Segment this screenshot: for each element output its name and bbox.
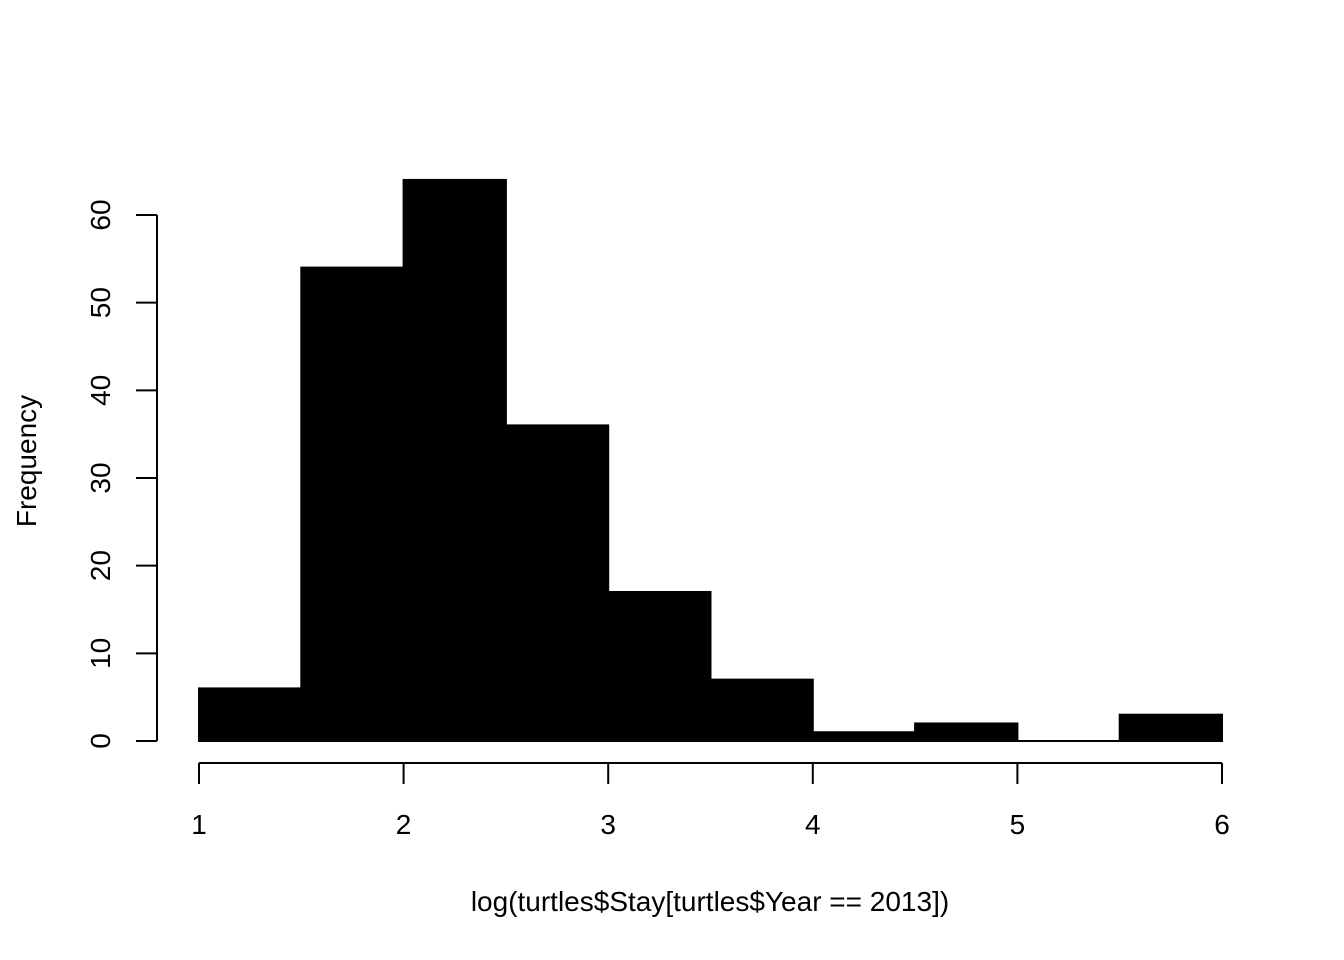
x-tick-label: 1 — [191, 809, 207, 840]
histogram-bar-1 — [300, 266, 405, 742]
histogram-bar-0 — [198, 687, 303, 742]
y-tick-label: 0 — [85, 733, 116, 749]
y-tick-label: 60 — [85, 199, 116, 230]
histogram-bars — [198, 178, 1223, 743]
x-tick-label: 4 — [805, 809, 821, 840]
histogram-bar-5 — [709, 678, 814, 743]
x-axis-label: log(turtles$Stay[turtles$Year == 2013]) — [471, 886, 949, 917]
y-tick-label: 40 — [85, 375, 116, 406]
x-tick-label: 2 — [396, 809, 412, 840]
y-axis-label: Frequency — [11, 395, 42, 527]
y-tick-label: 30 — [85, 462, 116, 493]
x-axis: 1 2 3 4 5 6 — [191, 762, 1230, 840]
histogram-bar-9 — [1118, 713, 1223, 742]
histogram-bar-7 — [914, 722, 1019, 743]
y-tick-label: 20 — [85, 550, 116, 581]
y-tick-label: 50 — [85, 287, 116, 318]
histogram-bar-3 — [504, 424, 610, 742]
y-axis: 0 10 20 30 40 50 60 — [85, 199, 158, 749]
histogram-bar-4 — [607, 590, 712, 743]
y-tick-label: 10 — [85, 638, 116, 669]
x-tick-label: 3 — [600, 809, 616, 840]
x-tick-label: 5 — [1010, 809, 1026, 840]
x-tick-label: 6 — [1214, 809, 1230, 840]
histogram-bar-6 — [811, 731, 917, 742]
histogram-bar-2 — [402, 178, 507, 742]
